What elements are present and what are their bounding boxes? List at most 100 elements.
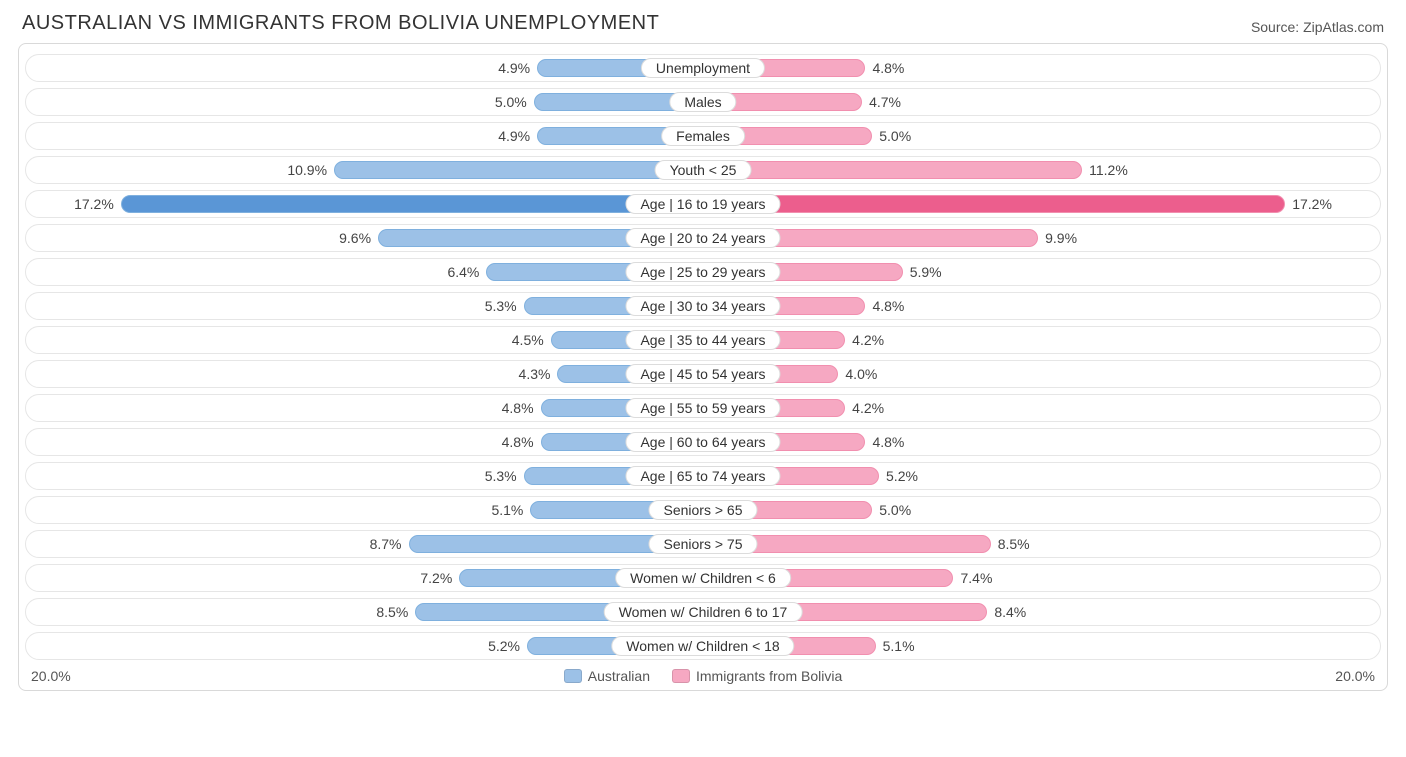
value-left: 5.1% (491, 502, 531, 518)
value-left: 5.3% (485, 468, 525, 484)
chart-row: 5.3%4.8%Age | 30 to 34 years (25, 292, 1381, 320)
value-right: 8.5% (990, 536, 1030, 552)
chart-row: 4.8% 4.2% Age | 55 to 59 years (25, 394, 1381, 422)
row-category-label: Women w/ Children < 6 (615, 568, 791, 588)
row-right-half: 7.4% (703, 565, 1380, 591)
row-category-label: Females (661, 126, 745, 146)
chart-row: 4.3% 4.0% Age | 45 to 54 years (25, 360, 1381, 388)
row-right-half: 5.0% (703, 497, 1380, 523)
value-left: 4.9% (498, 60, 538, 76)
row-right-half: 5.9% (703, 259, 1380, 285)
row-category-label: Women w/ Children 6 to 17 (604, 602, 803, 622)
row-category-label: Women w/ Children < 18 (611, 636, 794, 656)
chart-source: Source: ZipAtlas.com (1251, 19, 1384, 35)
chart-row: 10.9%11.2%Youth < 25 (25, 156, 1381, 184)
legend-swatch-left (564, 669, 582, 683)
chart-row: 9.6% 9.9% Age | 20 to 24 years (25, 224, 1381, 252)
row-left-half: 4.5% (26, 327, 703, 353)
value-right: 4.2% (844, 400, 884, 416)
row-right-half: 4.8% (703, 293, 1380, 319)
row-right-half: 4.2% (703, 395, 1380, 421)
chart-row: 4.8% 4.8% Age | 60 to 64 years (25, 428, 1381, 456)
value-right: 4.8% (864, 434, 904, 450)
chart-row: 5.1%5.0%Seniors > 65 (25, 496, 1381, 524)
value-right: 7.4% (952, 570, 992, 586)
value-right: 9.9% (1037, 230, 1077, 246)
chart-row: 5.3% 5.2% Age | 65 to 74 years (25, 462, 1381, 490)
row-right-half: 9.9% (703, 225, 1380, 251)
row-left-half: 4.3% (26, 361, 703, 387)
chart-row: 7.2% 7.4% Women w/ Children < 6 (25, 564, 1381, 592)
row-category-label: Males (669, 92, 736, 112)
value-right: 4.8% (864, 60, 904, 76)
legend-label-left: Australian (588, 668, 650, 684)
row-left-half: 5.2% (26, 633, 703, 659)
value-right: 5.1% (875, 638, 915, 654)
chart-header: AUSTRALIAN VS IMMIGRANTS FROM BOLIVIA UN… (18, 12, 1388, 43)
value-right: 5.0% (871, 502, 911, 518)
chart-row: 8.7% 8.5% Seniors > 75 (25, 530, 1381, 558)
row-category-label: Age | 16 to 19 years (625, 194, 780, 214)
row-left-half: 5.3% (26, 463, 703, 489)
row-category-label: Age | 45 to 54 years (625, 364, 780, 384)
row-left-half: 4.8% (26, 429, 703, 455)
row-category-label: Age | 65 to 74 years (625, 466, 780, 486)
chart-row: 5.2% 5.1% Women w/ Children < 18 (25, 632, 1381, 660)
value-right: 5.2% (878, 468, 918, 484)
chart-row: 5.0% 4.7% Males (25, 88, 1381, 116)
value-right: 4.8% (864, 298, 904, 314)
row-left-half: 9.6% (26, 225, 703, 251)
row-left-half: 8.7% (26, 531, 703, 557)
row-right-half: 5.0% (703, 123, 1380, 149)
value-left: 6.4% (447, 264, 487, 280)
row-category-label: Seniors > 75 (649, 534, 758, 554)
bar-left: 17.2% (121, 195, 703, 213)
value-right: 17.2% (1284, 196, 1332, 212)
legend-label-right: Immigrants from Bolivia (696, 668, 842, 684)
row-category-label: Age | 60 to 64 years (625, 432, 780, 452)
row-left-half: 4.9% (26, 55, 703, 81)
row-category-label: Age | 25 to 29 years (625, 262, 780, 282)
row-category-label: Age | 55 to 59 years (625, 398, 780, 418)
chart-footer: 20.0% Australian Immigrants from Bolivia… (25, 666, 1381, 690)
row-right-half: 4.8% (703, 55, 1380, 81)
bar-left: 10.9% (334, 161, 703, 179)
row-left-half: 4.9% (26, 123, 703, 149)
row-right-half: 17.2% (703, 191, 1380, 217)
axis-max-right: 20.0% (1335, 668, 1375, 684)
value-left: 4.8% (502, 434, 542, 450)
value-left: 7.2% (420, 570, 460, 586)
legend-item-right: Immigrants from Bolivia (672, 668, 842, 684)
row-right-half: 4.7% (703, 89, 1380, 115)
row-right-half: 5.2% (703, 463, 1380, 489)
row-category-label: Age | 35 to 44 years (625, 330, 780, 350)
value-left: 8.5% (376, 604, 416, 620)
legend-item-left: Australian (564, 668, 650, 684)
value-right: 4.7% (861, 94, 901, 110)
chart-row: 6.4% 5.9%Age | 25 to 29 years (25, 258, 1381, 286)
value-left: 8.7% (370, 536, 410, 552)
row-left-half: 17.2% (26, 191, 703, 217)
source-name: ZipAtlas.com (1303, 19, 1384, 35)
value-right: 4.0% (837, 366, 877, 382)
value-left: 5.3% (485, 298, 525, 314)
row-left-half: 8.5% (26, 599, 703, 625)
row-category-label: Age | 20 to 24 years (625, 228, 780, 248)
row-left-half: 7.2% (26, 565, 703, 591)
value-left: 17.2% (74, 196, 122, 212)
legend: Australian Immigrants from Bolivia (564, 668, 843, 684)
chart-row: 4.9%4.8%Unemployment (25, 54, 1381, 82)
row-left-half: 5.0% (26, 89, 703, 115)
row-left-half: 4.8% (26, 395, 703, 421)
chart-row: 4.5% 4.2% Age | 35 to 44 years (25, 326, 1381, 354)
chart-row: 8.5%8.4%Women w/ Children 6 to 17 (25, 598, 1381, 626)
value-right: 4.2% (844, 332, 884, 348)
row-right-half: 4.8% (703, 429, 1380, 455)
row-right-half: 5.1% (703, 633, 1380, 659)
diverging-bar-chart: 4.9%4.8%Unemployment5.0%4.7%Males4.9%5.0… (18, 43, 1388, 691)
chart-title: AUSTRALIAN VS IMMIGRANTS FROM BOLIVIA UN… (22, 12, 659, 35)
row-left-half: 5.3% (26, 293, 703, 319)
value-left: 5.2% (488, 638, 528, 654)
value-left: 4.3% (519, 366, 559, 382)
row-category-label: Youth < 25 (655, 160, 752, 180)
